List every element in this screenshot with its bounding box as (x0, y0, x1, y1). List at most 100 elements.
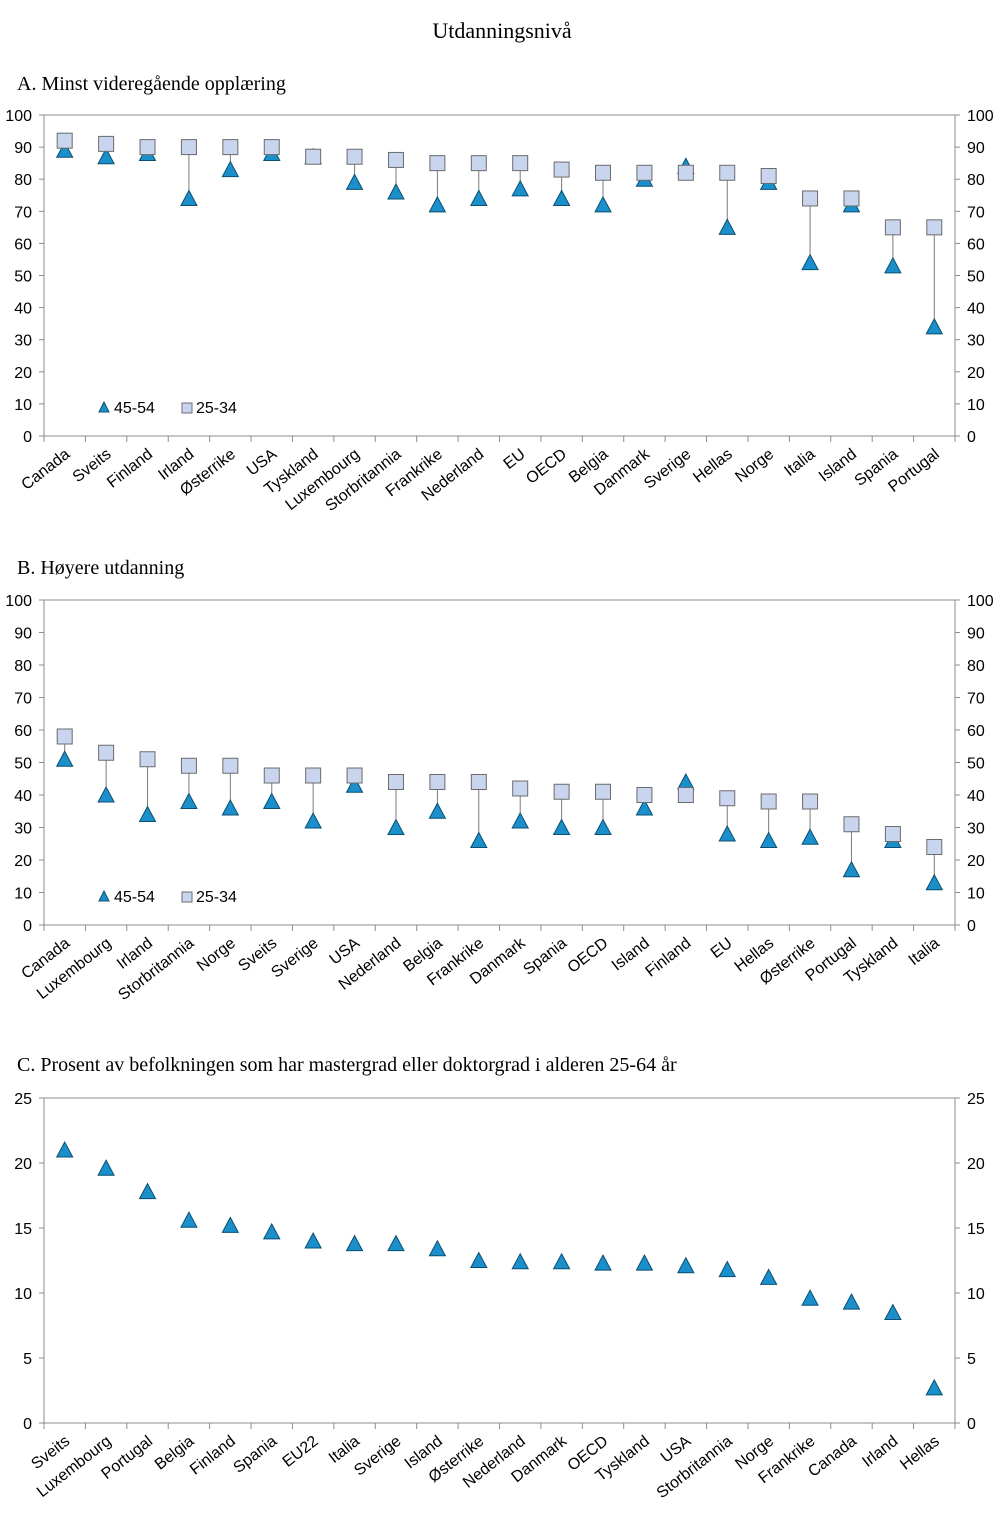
point-25-64 (511, 1252, 530, 1270)
y-tick-label-right: 0 (967, 1416, 976, 1433)
point-25-34 (56, 728, 73, 745)
y-tick-label-left: 100 (5, 108, 32, 125)
point-25-34 (305, 148, 322, 165)
y-tick-label-right: 90 (967, 626, 985, 643)
figure-title: Utdanningsnivå (432, 18, 572, 43)
point-25-64 (138, 1182, 157, 1200)
y-tick-label-left: 0 (23, 429, 32, 446)
point-25-64 (469, 1251, 488, 1268)
point-25-34 (677, 787, 694, 803)
point-25-34 (719, 164, 736, 181)
x-tick-label: Finland (642, 935, 694, 981)
y-tick-label-right: 10 (967, 397, 985, 414)
point-45-54 (759, 831, 778, 848)
y-tick-label-left: 5 (23, 1351, 32, 1368)
point-45-54 (925, 873, 944, 891)
point-25-64 (635, 1254, 654, 1271)
point-25-34 (346, 148, 363, 165)
y-tick-label-right: 20 (967, 853, 985, 870)
point-45-54 (801, 828, 819, 845)
point-45-54 (552, 189, 571, 206)
point-25-64 (387, 1234, 405, 1252)
x-tick-label: EU (501, 446, 529, 473)
point-25-64 (345, 1234, 364, 1252)
y-tick-label-left: 20 (14, 1156, 32, 1173)
y-tick-label-left: 15 (14, 1221, 32, 1238)
panel-a: A. Minst videregående opplæring 0 0 10 10 20 2… (5, 73, 994, 515)
point-45-54 (718, 218, 737, 235)
point-25-64 (677, 1256, 695, 1274)
y-tick-label-left: 60 (14, 723, 32, 740)
legend-label-45-54: 45-54 (114, 889, 155, 906)
x-tick-label: Sverige (641, 446, 694, 493)
point-25-34 (180, 139, 197, 156)
point-45-54 (469, 831, 488, 848)
point-25-34 (802, 793, 819, 810)
point-25-64 (884, 1303, 902, 1320)
point-45-54 (842, 860, 861, 878)
point-25-34 (843, 816, 860, 833)
y-tick-label-right: 30 (967, 333, 985, 350)
point-25-34 (222, 139, 239, 156)
point-25-34 (926, 219, 943, 236)
y-tick-label-left: 30 (14, 333, 32, 350)
y-tick-label-right: 80 (967, 658, 985, 675)
x-tick-label: EU (708, 935, 736, 962)
legend-triangle-icon (98, 889, 110, 902)
x-tick-label: Hellas (897, 1433, 943, 1474)
point-25-64 (925, 1378, 944, 1396)
y-tick-label-left: 90 (14, 626, 32, 643)
point-25-64 (428, 1239, 447, 1257)
point-25-34 (180, 757, 197, 774)
y-tick-label-right: 10 (967, 886, 985, 903)
legend-label-25-34: 25-34 (196, 889, 237, 906)
y-tick-label-right: 70 (967, 204, 985, 221)
x-tick-label: EU22 (280, 1433, 322, 1471)
point-25-64 (718, 1260, 737, 1278)
y-tick-label-left: 20 (14, 853, 32, 870)
point-25-34 (98, 135, 115, 152)
x-tick-label: OECD (565, 935, 612, 977)
point-25-34 (636, 787, 653, 803)
y-tick-label-right: 5 (967, 1351, 976, 1368)
legend-label-25-34: 25-34 (196, 400, 237, 417)
point-25-34 (719, 790, 736, 807)
point-25-34 (470, 774, 487, 790)
plot-frame (43, 114, 956, 437)
y-tick-label-right: 25 (967, 1091, 985, 1108)
point-45-54 (304, 811, 322, 829)
point-45-54 (801, 253, 819, 271)
legend: 45-54 25-34 (98, 400, 237, 417)
x-tick-label: Italia (906, 935, 943, 969)
y-tick-label-left: 20 (14, 365, 32, 382)
point-25-34 (553, 161, 570, 178)
y-tick-label-right: 30 (967, 821, 985, 838)
y-tick-label-left: 70 (14, 691, 32, 708)
point-45-54 (55, 750, 74, 767)
point-25-34 (926, 839, 943, 855)
point-25-34 (429, 774, 446, 790)
point-25-34 (677, 164, 694, 181)
point-25-34 (470, 155, 487, 172)
point-25-34 (387, 774, 404, 790)
legend-label-45-54: 45-54 (114, 400, 155, 417)
point-25-34 (512, 155, 529, 172)
legend-square-icon (181, 402, 193, 414)
point-45-54 (677, 772, 695, 790)
point-45-54 (635, 798, 654, 816)
x-tick-label: Norge (732, 446, 777, 486)
point-25-34 (884, 219, 901, 236)
point-25-34 (56, 132, 73, 149)
x-tick-label: Italia (781, 446, 818, 480)
y-tick-label-left: 25 (14, 1091, 32, 1108)
point-25-34 (346, 767, 363, 784)
y-tick-label-right: 90 (967, 140, 985, 157)
point-45-54 (884, 256, 902, 274)
legend-square-icon (181, 891, 193, 903)
y-tick-label-right: 40 (967, 788, 985, 805)
point-25-34 (305, 767, 322, 784)
point-45-54 (55, 141, 74, 158)
point-25-34 (595, 164, 612, 181)
x-tick-label: Spania (520, 935, 570, 979)
point-25-34 (139, 139, 156, 156)
